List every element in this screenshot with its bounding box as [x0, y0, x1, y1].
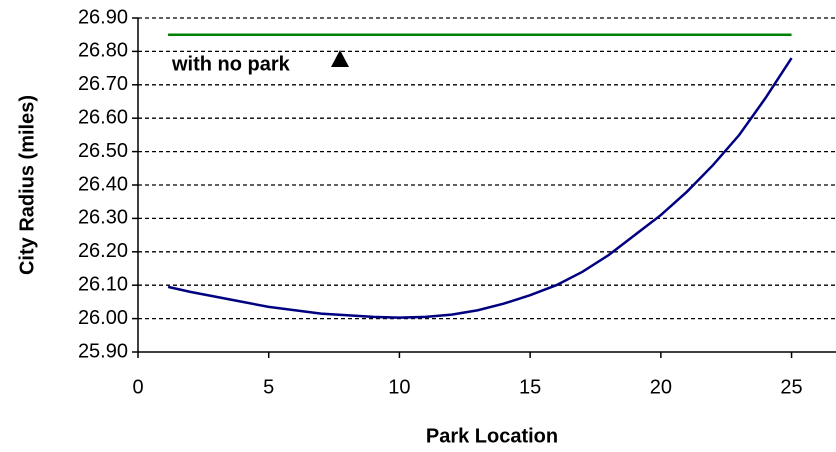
y-tick-label: 26.80: [78, 40, 128, 62]
y-tick-label: 26.20: [78, 240, 128, 262]
y-tick-label: 26.40: [78, 173, 128, 195]
x-tick-label: 10: [388, 376, 410, 398]
annotation-marker: [331, 50, 349, 67]
line-series: [167, 57, 793, 319]
x-tick-label: 20: [650, 376, 672, 398]
x-axis-label: Park Location: [426, 425, 558, 447]
y-axis-label: City Radius (miles): [16, 95, 38, 275]
x-tick-label: 0: [132, 376, 143, 398]
x-tick-label: 5: [263, 376, 274, 398]
y-tick-label: 26.10: [78, 273, 128, 295]
y-tick-label: 26.60: [78, 106, 128, 128]
y-tick-label: 26.50: [78, 140, 128, 162]
x-tick-label: 15: [519, 376, 541, 398]
y-tick-label: 26.70: [78, 73, 128, 95]
y-tick-label: 26.90: [78, 6, 128, 28]
y-tick-label: 26.00: [78, 307, 128, 329]
y-tick-label: 26.30: [78, 207, 128, 229]
y-tick-label: 25.90: [78, 340, 128, 362]
annotation: with no park: [171, 53, 291, 75]
x-tick-label: 25: [780, 376, 802, 398]
